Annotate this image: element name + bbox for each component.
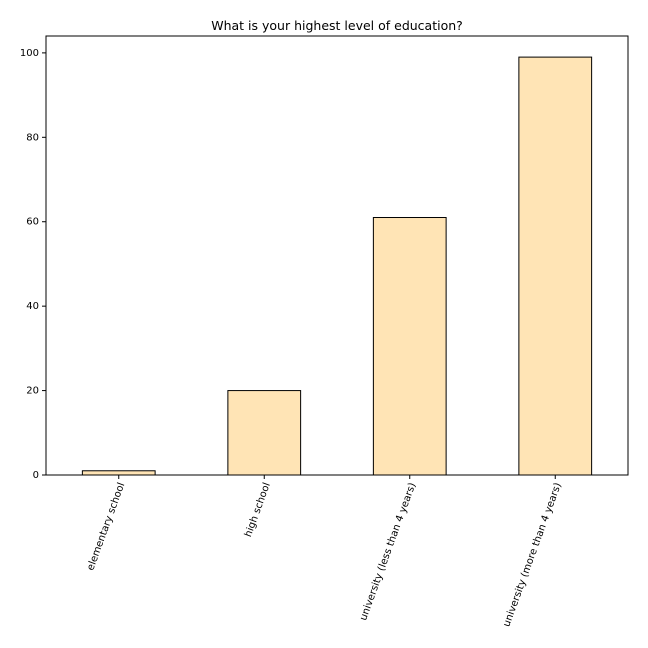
bar-2 [372,217,447,476]
x-tick-label-1: high school [243,481,273,538]
y-axis: 0 20 40 60 80 100 [20,48,46,481]
x-axis: elementary school high school university (… [85,475,564,628]
x-tick-label-3: university (more than 4 years) [501,481,564,628]
bar-3 [518,56,593,476]
plot-frame [45,35,629,476]
bar-1 [227,390,302,476]
y-tick-label-5: 100 [20,48,39,59]
y-tick-label-3: 60 [26,217,39,228]
bars-group [81,56,593,476]
x-tick-label-2: university (less than 4 years) [358,481,418,622]
bar-0 [81,470,156,476]
chart-title: What is your highest level of education? [211,18,463,33]
y-tick-label-0: 0 [33,470,39,481]
y-tick-label-2: 40 [26,301,39,312]
x-tick-label-0: elementary school [85,481,127,572]
y-tick-label-1: 20 [26,386,39,397]
y-tick-label-4: 80 [26,132,39,143]
